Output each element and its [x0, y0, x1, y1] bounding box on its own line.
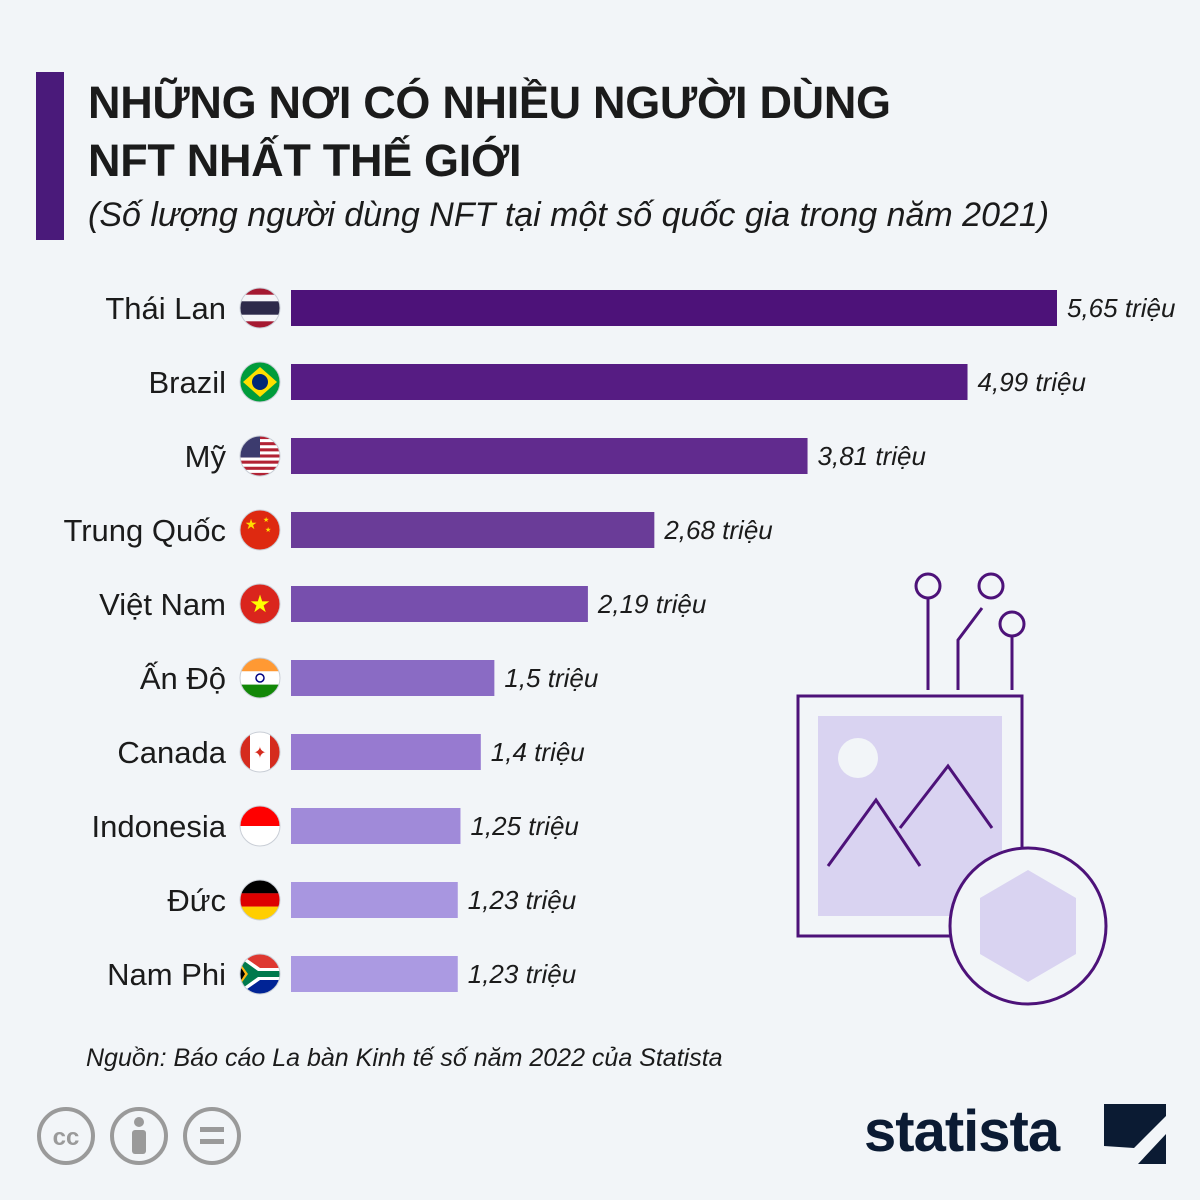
chart-title: NHỮNG NƠI CÓ NHIỀU NGƯỜI DÙNG NFT NHẤT T…	[88, 74, 1168, 190]
title-accent-bar	[36, 72, 64, 240]
bar-7	[291, 808, 461, 844]
value-label-5: 1,5 triệu	[504, 663, 598, 693]
value-label-4: 2,19 triệu	[597, 589, 706, 619]
canada-flag-icon: ✦	[239, 731, 281, 773]
category-label-8: Đức	[167, 883, 226, 918]
category-label-0: Thái Lan	[105, 291, 226, 326]
thailand-flag-icon	[239, 287, 281, 329]
bar-chart: Thái Lan 5,65 triệu Brazil 4,99 triệu Mỹ 3,81…	[63, 287, 1175, 995]
value-label-0: 5,65 triệu	[1067, 293, 1175, 323]
value-label-8: 1,23 triệu	[468, 885, 576, 915]
value-label-6: 1,4 triệu	[491, 737, 585, 767]
svg-text:cc: cc	[53, 1124, 80, 1151]
value-label-2: 3,81 triệu	[818, 441, 926, 471]
category-label-5: Ấn Độ	[140, 661, 226, 696]
bar-0	[291, 290, 1057, 326]
category-label-3: Trung Quốc	[63, 513, 226, 548]
statista-logo: statista	[864, 1099, 1060, 1164]
bar-9	[291, 956, 458, 992]
bar-8	[291, 882, 458, 918]
indonesia-flag-icon	[239, 805, 281, 847]
attribution-icon	[110, 1107, 168, 1165]
nft-illustration-icon	[796, 572, 1108, 1006]
south-africa-flag-icon	[239, 953, 281, 995]
value-label-1: 4,99 triệu	[978, 367, 1086, 397]
source-note: Nguồn: Báo cáo La bàn Kinh tế số năm 202…	[86, 1044, 723, 1072]
value-label-3: 2,68 triệu	[663, 515, 772, 545]
license-icons: cc	[37, 1107, 241, 1165]
bar-4	[291, 586, 588, 622]
no-derivatives-icon	[183, 1107, 241, 1165]
svg-text:✦: ✦	[253, 745, 266, 762]
cc-icon: cc	[37, 1107, 95, 1165]
vietnam-flag-icon: ★	[239, 583, 281, 625]
svg-text:★: ★	[263, 516, 269, 524]
title-line-1: NHỮNG NƠI CÓ NHIỀU NGƯỜI DÙNG	[88, 77, 891, 128]
statista-logo-mark-icon	[1104, 1104, 1166, 1164]
category-label-9: Nam Phi	[107, 957, 226, 992]
title-line-2: NFT NHẤT THẾ GIỚI	[88, 135, 522, 186]
category-label-1: Brazil	[148, 365, 226, 400]
chart-subtitle: (Số lượng người dùng NFT tại một số quốc…	[88, 196, 1050, 234]
svg-text:★: ★	[245, 516, 258, 532]
bar-2	[291, 438, 808, 474]
brazil-flag-icon	[239, 361, 281, 403]
bar-5	[291, 660, 495, 696]
bar-6	[291, 734, 481, 770]
china-flag-icon: ★ ★ ★	[239, 509, 281, 551]
germany-flag-icon	[239, 879, 281, 921]
category-label-6: Canada	[117, 735, 226, 770]
category-label-2: Mỹ	[185, 439, 227, 474]
value-label-9: 1,23 triệu	[468, 959, 576, 989]
usa-flag-icon	[239, 435, 281, 477]
bar-1	[291, 364, 968, 400]
bar-3	[291, 512, 655, 548]
category-label-4: Việt Nam	[99, 587, 226, 622]
india-flag-icon	[239, 657, 281, 699]
svg-text:★: ★	[249, 591, 271, 618]
category-label-7: Indonesia	[92, 809, 227, 844]
value-label-7: 1,25 triệu	[470, 811, 578, 841]
svg-text:★: ★	[265, 526, 271, 534]
